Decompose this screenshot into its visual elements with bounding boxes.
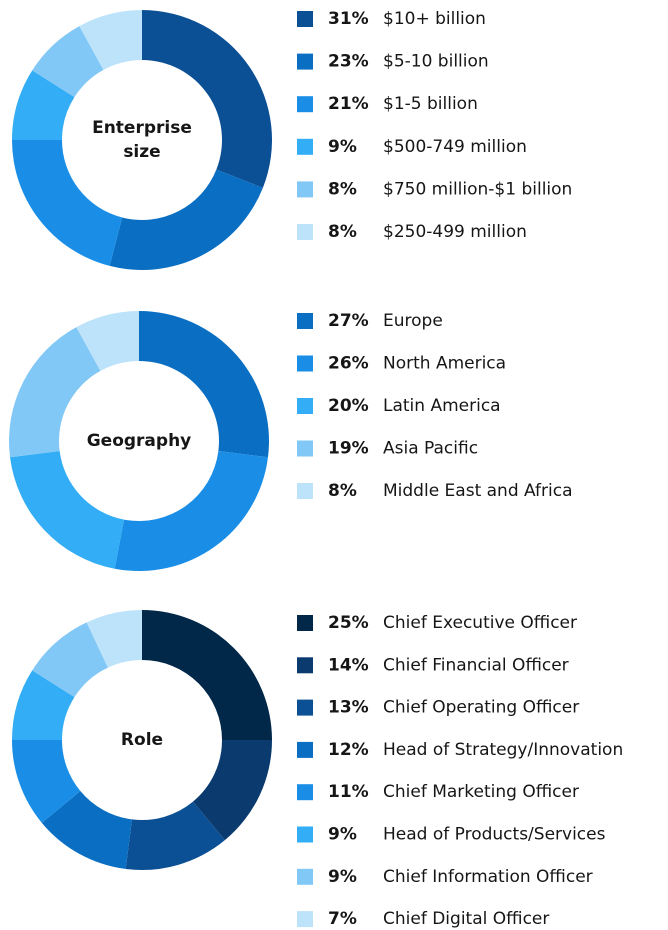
legend-swatch (297, 53, 313, 70)
legend-label: $500-749 million (383, 137, 527, 157)
legend-swatch (297, 313, 313, 329)
donut-slice (139, 311, 270, 458)
legend-swatch (297, 741, 313, 758)
donut-slice (10, 451, 125, 569)
legend-label: $250-499 million (383, 222, 527, 242)
donut-slice (12, 740, 81, 823)
legend-value: 8% (328, 481, 357, 501)
legend-label: North America (383, 354, 506, 374)
donut-slice (114, 451, 268, 571)
legend-label: Latin America (383, 396, 501, 416)
donut-slice (8, 327, 101, 458)
legend-label: $5-10 billion (383, 52, 489, 72)
legend-value: 9% (328, 825, 357, 845)
donut-slice (142, 10, 272, 188)
legend-value: 9% (328, 867, 357, 887)
legend-value: 26% (328, 354, 369, 374)
donut-slice (32, 622, 108, 698)
legend-swatch (297, 96, 313, 113)
legend-swatch (297, 784, 313, 801)
donut-slice (32, 26, 104, 98)
legend-label: Chief Marketing Officer (383, 782, 579, 802)
legend-value: 25% (328, 613, 369, 633)
donut-center-label: Geography (86, 431, 192, 451)
legend-label: Chief Executive Officer (383, 613, 577, 633)
legend-swatch (297, 657, 313, 674)
legend-value: 21% (328, 94, 369, 114)
legend-value: 7% (328, 909, 357, 929)
legend-swatch (297, 224, 313, 240)
legend-swatch (297, 398, 313, 414)
legend-swatch (297, 355, 313, 372)
donut-slice (12, 670, 75, 740)
legend-value: 11% (328, 782, 369, 802)
legend-value: 31% (328, 9, 369, 29)
legend-swatch (297, 11, 313, 27)
legend-value: 19% (328, 439, 369, 459)
legend-label: Head of Products/Services (383, 825, 606, 845)
legend-swatch (297, 699, 313, 716)
legend-label: Chief Operating Officer (383, 698, 579, 718)
legend-label: $10+ billion (383, 9, 486, 29)
legend-swatch (297, 826, 313, 843)
legend-label: Chief Financial Officer (383, 655, 569, 675)
donut-slice (109, 169, 263, 270)
legend-label: $750 million-$1 billion (383, 179, 572, 199)
legend-value: 8% (328, 179, 357, 199)
legend-swatch (297, 440, 313, 457)
donut-slice (142, 610, 272, 740)
donut-slice (76, 311, 139, 371)
legend-value: 9% (328, 137, 357, 157)
legend-swatch (297, 911, 313, 928)
donut-slice (12, 70, 75, 140)
legend-swatch (297, 138, 313, 155)
legend-value: 14% (328, 655, 369, 675)
legend-value: 12% (328, 740, 369, 760)
legend-label: $1-5 billion (383, 94, 478, 114)
legend-label: Europe (383, 311, 443, 331)
legend-value: 20% (328, 396, 369, 416)
legend-label: Chief Digital Officer (383, 909, 549, 929)
legend-swatch (297, 483, 313, 499)
donut-slice (86, 610, 142, 668)
donut-slice (12, 140, 123, 266)
legend-swatch (297, 615, 313, 631)
donut-slice (79, 10, 142, 70)
legend-label: Asia Pacific (383, 439, 478, 459)
donut-slice (41, 790, 132, 869)
legend-swatch (297, 181, 313, 198)
legend-label: Head of Strategy/Innovation (383, 740, 623, 760)
donut-slice (125, 801, 225, 870)
legend-label: Chief Information Officer (383, 867, 593, 887)
donut-center-label: Enterprise size (92, 118, 192, 162)
donut-center-label: Role (120, 730, 164, 750)
legend-value: 23% (328, 52, 369, 72)
legend-value: 27% (328, 311, 369, 331)
legend-value: 8% (328, 222, 357, 242)
legend-label: Middle East and Africa (383, 481, 573, 501)
donut-slice (192, 740, 272, 841)
legend-value: 13% (328, 698, 369, 718)
legend-swatch (297, 868, 313, 885)
